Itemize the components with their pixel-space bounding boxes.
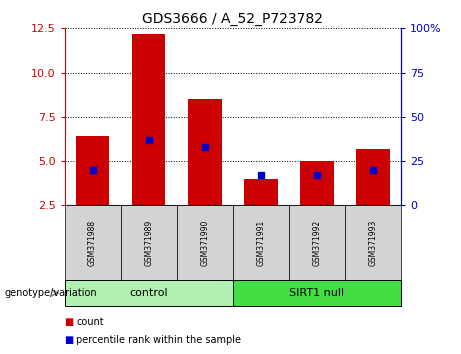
Text: GSM371993: GSM371993 [368,219,378,266]
Bar [356,149,390,205]
Text: GSM371990: GSM371990 [200,219,209,266]
Text: GSM371992: GSM371992 [313,219,321,266]
Text: ■: ■ [65,317,74,327]
Text: control: control [130,288,168,298]
Text: ■: ■ [65,335,74,345]
Text: GSM371991: GSM371991 [256,219,266,266]
Text: GSM371988: GSM371988 [88,219,97,266]
Bar [188,99,222,205]
Bar [76,136,109,205]
Text: genotype/variation: genotype/variation [5,288,97,298]
Text: count: count [76,317,104,327]
Text: percentile rank within the sample: percentile rank within the sample [76,335,241,345]
Bar [132,34,165,205]
Bar [300,161,334,205]
Title: GDS3666 / A_52_P723782: GDS3666 / A_52_P723782 [142,12,323,26]
Text: GSM371989: GSM371989 [144,219,153,266]
Bar [244,179,278,205]
Text: SIRT1 null: SIRT1 null [290,288,344,298]
